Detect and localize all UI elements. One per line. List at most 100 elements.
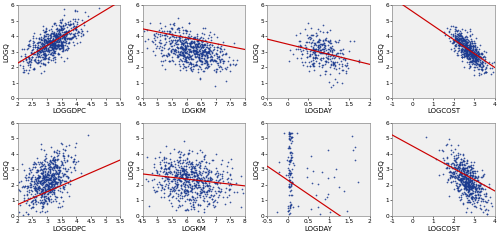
Point — [36, 165, 44, 169]
Point — [344, 66, 352, 70]
Point — [190, 50, 198, 53]
Point — [179, 66, 187, 70]
Point — [40, 166, 48, 170]
Point — [48, 186, 56, 190]
Point — [198, 159, 205, 163]
Point — [450, 159, 458, 163]
Point — [469, 184, 477, 187]
Point — [482, 207, 490, 211]
Point — [453, 167, 461, 171]
Point — [176, 39, 184, 43]
Point — [71, 8, 79, 12]
Point — [52, 180, 60, 184]
Point — [49, 187, 57, 191]
Point — [464, 43, 471, 47]
Point — [21, 55, 29, 58]
Point — [197, 62, 205, 65]
Point — [322, 55, 330, 59]
Point — [35, 186, 43, 190]
Point — [46, 169, 54, 173]
Point — [302, 47, 310, 51]
Point — [172, 208, 180, 212]
Point — [459, 52, 467, 56]
Point — [189, 45, 197, 49]
Point — [310, 47, 318, 51]
Point — [468, 55, 475, 59]
Point — [34, 178, 42, 182]
Point — [328, 44, 336, 48]
Point — [476, 60, 484, 63]
Point — [184, 34, 192, 38]
Point — [52, 186, 60, 190]
Point — [72, 28, 80, 31]
Point — [174, 198, 182, 202]
Point — [458, 48, 466, 51]
Point — [48, 41, 56, 45]
Point — [458, 167, 466, 170]
Point — [194, 52, 202, 56]
Point — [310, 47, 318, 51]
Point — [38, 188, 46, 192]
Point — [471, 60, 479, 64]
Point — [46, 33, 54, 37]
Point — [176, 38, 184, 42]
Point — [458, 181, 466, 185]
Point — [50, 150, 58, 154]
Point — [64, 36, 72, 40]
Point — [196, 46, 204, 50]
Point — [464, 194, 471, 198]
Point — [46, 164, 54, 168]
Point — [204, 176, 212, 180]
Point — [178, 153, 186, 157]
Point — [38, 38, 46, 42]
Point — [142, 46, 150, 50]
Point — [465, 49, 473, 53]
Point — [463, 52, 471, 56]
Point — [41, 186, 49, 190]
Point — [232, 181, 240, 185]
Point — [51, 34, 59, 37]
Point — [484, 60, 492, 64]
Point — [194, 178, 202, 182]
Point — [341, 58, 349, 61]
Point — [312, 59, 320, 63]
Point — [180, 54, 188, 58]
Point — [461, 43, 469, 47]
Point — [442, 166, 450, 170]
Point — [48, 172, 56, 176]
Point — [207, 170, 215, 174]
Point — [350, 158, 358, 162]
Point — [46, 181, 54, 185]
Point — [192, 63, 200, 67]
Point — [474, 53, 482, 57]
Point — [460, 159, 468, 163]
Point — [34, 176, 42, 180]
Point — [202, 39, 210, 43]
Point — [44, 177, 52, 181]
Point — [58, 166, 66, 170]
Point — [45, 190, 53, 194]
Point — [196, 59, 204, 63]
Point — [38, 200, 46, 204]
Point — [162, 167, 170, 171]
Point — [30, 52, 38, 56]
Point — [463, 49, 471, 53]
Point — [173, 42, 181, 46]
Point — [40, 39, 48, 43]
Point — [321, 37, 329, 41]
Point — [482, 70, 490, 74]
Point — [459, 41, 467, 45]
Point — [180, 190, 188, 194]
Point — [52, 44, 60, 48]
Point — [162, 171, 170, 175]
Point — [41, 169, 49, 172]
Point — [476, 204, 484, 207]
Point — [463, 176, 471, 180]
Point — [42, 26, 50, 30]
Point — [474, 47, 482, 51]
Point — [38, 209, 46, 212]
Point — [176, 174, 184, 178]
Point — [461, 38, 469, 42]
Point — [158, 186, 166, 190]
Point — [205, 184, 213, 187]
